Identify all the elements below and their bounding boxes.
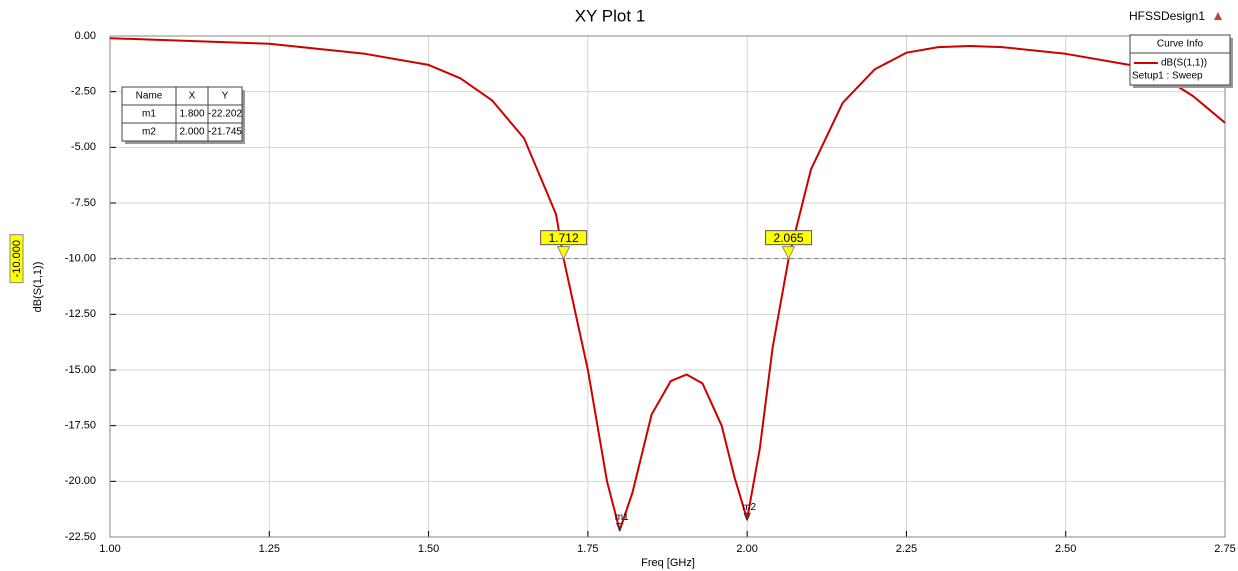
x-tick-label: 1.25 bbox=[259, 543, 280, 555]
marker-table-cell: m1 bbox=[142, 109, 156, 120]
crossing-marker bbox=[556, 246, 571, 260]
marker-table-cell: 2.000 bbox=[179, 127, 204, 138]
plot-frame bbox=[109, 35, 1226, 538]
y-tick-label: -15.00 bbox=[65, 364, 96, 376]
x-tick-label: 2.75 bbox=[1214, 543, 1235, 555]
crossing-label-bg bbox=[540, 230, 588, 246]
x-axis-label: Freq [GHz] bbox=[641, 557, 695, 569]
y-tick-label: -2.50 bbox=[71, 86, 96, 98]
x-tick-label: 1.75 bbox=[577, 543, 598, 555]
marker-name: m1 bbox=[615, 512, 629, 523]
marker-table-header: Y bbox=[222, 91, 229, 102]
chart-title: XY Plot 1 bbox=[575, 6, 646, 25]
x-tick-label: 2.50 bbox=[1055, 543, 1076, 555]
x-tick-label: 1.50 bbox=[418, 543, 439, 555]
x-tick-label: 1.00 bbox=[99, 543, 120, 555]
y-tick-label: -17.50 bbox=[65, 420, 96, 432]
series-line bbox=[109, 37, 1226, 532]
data-marker bbox=[615, 522, 624, 532]
x-tick-label: 2.25 bbox=[896, 543, 917, 555]
crossing-label: 2.065 bbox=[774, 231, 804, 245]
y-tick-label: -12.50 bbox=[65, 308, 96, 320]
marker-table-header: Name bbox=[136, 91, 163, 102]
marker-table-cell: -22.202 bbox=[208, 109, 242, 120]
crossing-marker bbox=[781, 246, 796, 260]
marker-table-cell: -21.745 bbox=[208, 127, 242, 138]
reference-label: -10.000 bbox=[11, 240, 23, 277]
marker-name: m2 bbox=[742, 502, 756, 513]
legend-subtitle: Setup1 : Sweep bbox=[1132, 71, 1203, 82]
legend-label: dB(S(1,1)) bbox=[1161, 58, 1207, 69]
crossing-label: 1.712 bbox=[549, 231, 579, 245]
marker-table-cell: 1.800 bbox=[179, 109, 204, 120]
y-tick-label: -5.00 bbox=[71, 141, 96, 153]
legend-title: Curve Info bbox=[1157, 39, 1204, 50]
plot-area bbox=[110, 36, 1225, 537]
data-marker bbox=[743, 512, 751, 522]
reference-label-bg bbox=[9, 234, 24, 284]
y-tick-label: -10.00 bbox=[65, 253, 96, 265]
y-tick-label: -20.00 bbox=[65, 475, 96, 487]
design-name: HFSSDesign1 bbox=[1129, 9, 1205, 23]
marker-table-cell: m2 bbox=[142, 127, 156, 138]
marker-table-header: X bbox=[189, 91, 196, 102]
x-tick-label: 2.00 bbox=[736, 543, 757, 555]
legend bbox=[1129, 34, 1231, 86]
y-axis-label: dB(S(1,1)) bbox=[32, 262, 44, 313]
marker-table bbox=[121, 86, 243, 142]
y-tick-label: -22.50 bbox=[65, 531, 96, 543]
design-icon bbox=[1214, 12, 1222, 20]
crossing-label-bg bbox=[765, 230, 813, 246]
y-tick-label: 0.00 bbox=[75, 30, 96, 42]
y-tick-label: -7.50 bbox=[71, 197, 96, 209]
